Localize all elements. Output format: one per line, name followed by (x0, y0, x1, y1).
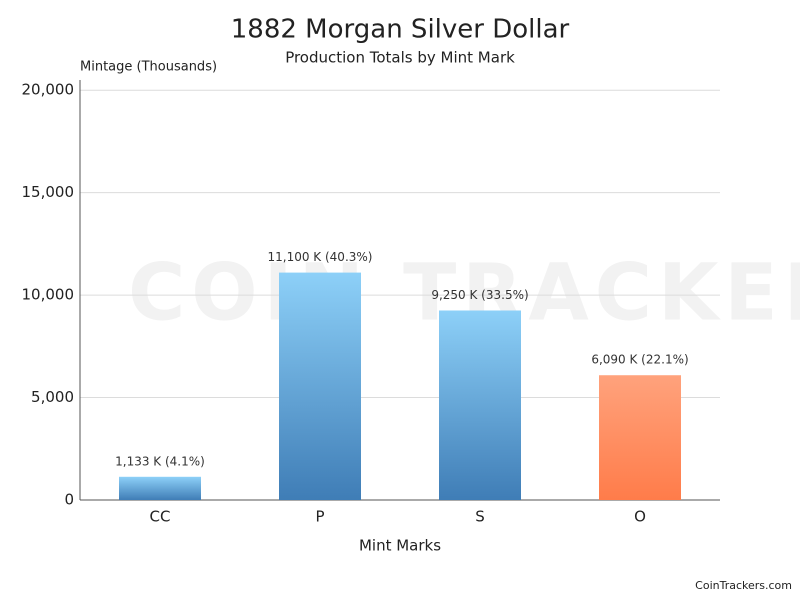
value-label: 9,250 K (33.5%) (431, 288, 528, 302)
bar (599, 375, 681, 500)
x-tick-label: CC (150, 508, 171, 526)
y-tick-label: 20,000 (22, 81, 75, 99)
x-tick-label: S (475, 508, 485, 526)
bar (119, 476, 201, 500)
y-tick-label: 15,000 (22, 183, 75, 201)
value-label: 6,090 K (22.1%) (591, 353, 688, 367)
x-tick-label: P (315, 508, 324, 526)
x-tick-label: O (634, 508, 646, 526)
value-label: 1,133 K (4.1%) (115, 454, 205, 468)
chart-subtitle: Production Totals by Mint Mark (285, 49, 515, 67)
chart-title: 1882 Morgan Silver Dollar (231, 15, 570, 45)
y-axis-label: Mintage (Thousands) (80, 60, 217, 75)
x-axis-label: Mint Marks (359, 537, 441, 555)
bar (279, 272, 361, 500)
y-tick-label: 0 (64, 491, 74, 509)
credit: CoinTrackers.com (695, 579, 792, 592)
y-tick-label: 10,000 (22, 286, 75, 304)
bar (439, 310, 521, 500)
value-label: 11,100 K (40.3%) (268, 250, 373, 264)
y-tick-label: 5,000 (31, 388, 74, 406)
